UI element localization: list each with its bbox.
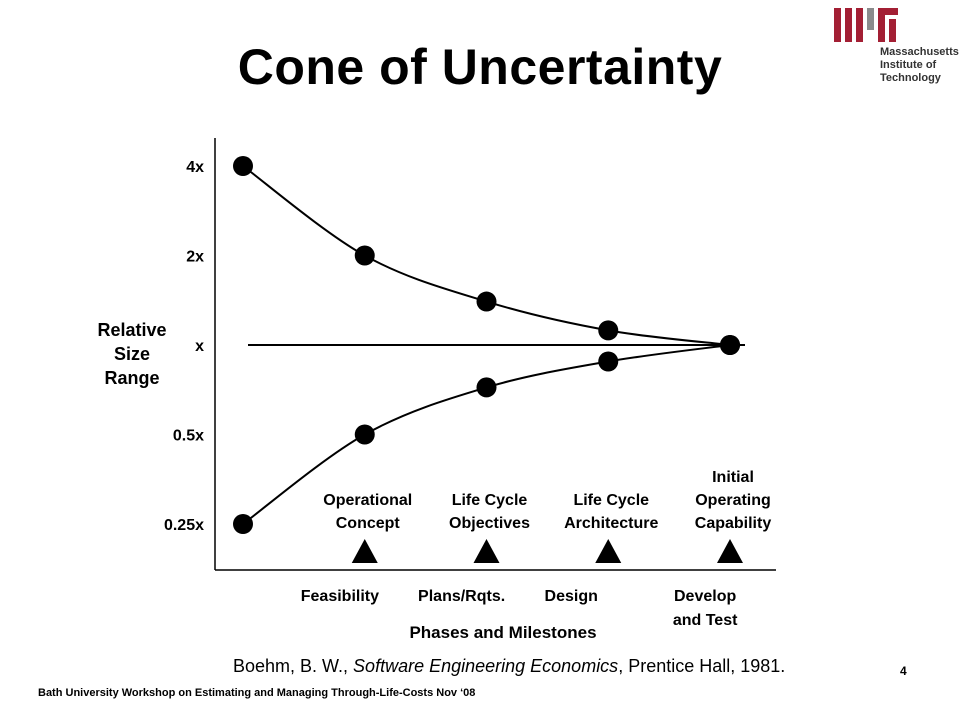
mit-logo-icon: [834, 8, 898, 42]
data-point: [598, 351, 619, 372]
slide-title: Cone of Uncertainty: [237, 39, 723, 95]
phase-label: Design: [545, 588, 598, 605]
footer-text: Bath University Workshop on Estimating a…: [38, 687, 476, 699]
milestone-label: Operational: [323, 492, 412, 509]
y-tick-label: 0.5x: [173, 428, 204, 445]
mit-logo-text: Massachusetts Institute of Technology: [880, 46, 959, 85]
milestone-label: Capability: [695, 515, 772, 532]
data-point: [233, 514, 253, 534]
milestone-label: Initial: [712, 469, 754, 486]
data-point: [476, 377, 497, 398]
milestone-label: Operating: [695, 492, 771, 509]
milestone-triangle: [473, 539, 500, 563]
milestone-label: Life Cycle: [573, 492, 649, 509]
milestone-label: Architecture: [564, 515, 658, 532]
phase-label: Develop: [674, 588, 736, 605]
y-tick-label: 2x: [186, 249, 204, 266]
data-point: [354, 245, 375, 266]
phase-label: and Test: [673, 612, 738, 629]
logo-line: Institute of: [880, 59, 937, 71]
milestone-label: Life Cycle: [452, 492, 528, 509]
milestone-triangle: [595, 539, 622, 563]
citation-suffix: , Prentice Hall, 1981.: [618, 656, 786, 676]
data-point: [354, 424, 375, 445]
citation-prefix: Boehm, B. W.,: [233, 656, 354, 676]
y-tick-label: x: [195, 338, 204, 355]
milestone-label: Concept: [336, 515, 401, 532]
milestone-triangle: [351, 539, 378, 563]
phase-label: Feasibility: [301, 588, 379, 605]
y-tick-label: 0.25x: [164, 517, 204, 534]
x-axis-label: Phases and Milestones: [409, 623, 596, 642]
y-axis-label: Relative: [97, 320, 166, 340]
citation-work: Software Engineering Economics: [353, 656, 619, 676]
data-point: [233, 156, 253, 176]
page-number: 4: [900, 664, 907, 678]
logo-line: Technology: [880, 72, 941, 84]
logo-line: Massachusetts: [880, 46, 959, 58]
y-axis-label: Range: [104, 368, 159, 388]
data-point: [476, 291, 497, 312]
phase-label: Plans/Rqts.: [418, 588, 505, 605]
milestone-triangle: [717, 539, 743, 563]
data-point: [720, 335, 740, 355]
milestone-label: Objectives: [449, 515, 530, 532]
y-tick-label: 4x: [186, 159, 204, 176]
series-line: [242, 165, 731, 346]
y-axis-label: Size: [114, 344, 150, 364]
data-point: [598, 320, 619, 341]
citation: Boehm, B. W., Software Engineering Econo…: [233, 656, 785, 677]
